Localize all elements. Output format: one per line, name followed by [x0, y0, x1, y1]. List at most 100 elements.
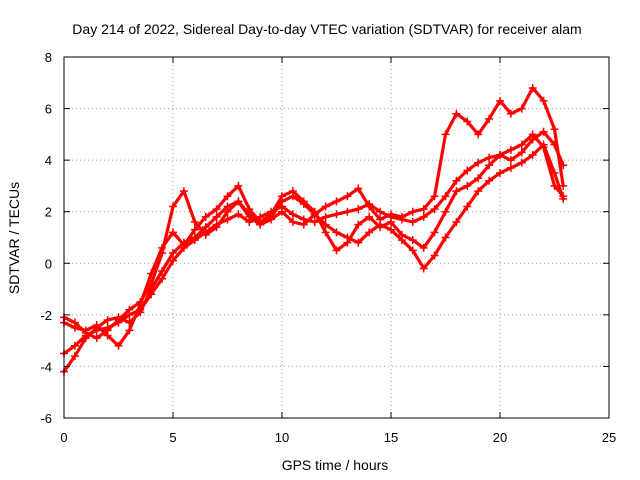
data-point	[506, 163, 515, 172]
y-tick-label: 8	[45, 50, 52, 65]
data-point	[517, 140, 526, 149]
data-point	[496, 150, 504, 159]
data-point	[365, 228, 374, 237]
data-point	[169, 248, 177, 257]
data-point	[70, 318, 79, 327]
data-point	[485, 114, 494, 123]
tick-layer: 0 5 10 15 20 25 -6 -4 -2 0 2 4 6 8	[40, 50, 616, 445]
data-point	[321, 212, 330, 221]
data-point	[332, 246, 341, 255]
data-point	[332, 210, 341, 219]
x-tick-label: 20	[493, 430, 507, 445]
data-point	[223, 192, 232, 201]
data-point	[408, 218, 417, 227]
data-point	[550, 125, 559, 134]
data-point	[387, 225, 395, 234]
data-point	[387, 210, 395, 219]
grid-layer	[64, 57, 609, 418]
y-tick-label: -4	[40, 359, 52, 374]
data-point	[103, 326, 112, 335]
data-point	[223, 215, 232, 224]
data-point	[559, 192, 568, 201]
y-tick-label: 2	[45, 205, 52, 220]
data-point	[321, 228, 330, 237]
data-point	[256, 220, 265, 229]
series-line	[62, 143, 565, 374]
data-point	[354, 205, 363, 214]
data-point	[376, 223, 385, 232]
series-2	[60, 140, 568, 376]
data-point	[245, 212, 254, 221]
data-point	[496, 169, 504, 178]
data-point	[441, 207, 450, 216]
data-point	[321, 202, 330, 211]
data-point	[103, 316, 112, 325]
series-3	[60, 130, 568, 350]
data-point	[474, 130, 483, 139]
data-point	[179, 241, 188, 250]
data-point	[81, 328, 90, 337]
data-point	[343, 192, 352, 201]
data-point	[376, 207, 385, 216]
data-point	[201, 223, 210, 232]
data-point	[354, 184, 363, 193]
data-point	[496, 96, 504, 105]
data-point	[408, 236, 417, 245]
y-tick-label: 4	[45, 153, 52, 168]
data-point	[430, 205, 439, 214]
data-point	[288, 187, 297, 196]
data-point	[528, 150, 537, 159]
x-tick-label: 15	[384, 430, 398, 445]
data-point	[506, 109, 515, 118]
data-point	[441, 192, 450, 201]
y-tick-label: -2	[40, 308, 52, 323]
data-point	[419, 212, 428, 221]
data-point	[506, 156, 515, 165]
chart-title: Day 214 of 2022, Sidereal Day-to-day VTE…	[72, 21, 581, 37]
data-point	[463, 166, 472, 175]
data-point	[288, 218, 297, 227]
y-tick-label: -6	[40, 411, 52, 426]
x-tick-label: 0	[60, 430, 67, 445]
data-point	[452, 187, 461, 196]
data-point	[190, 218, 199, 227]
data-point	[474, 187, 483, 196]
data-point	[169, 228, 177, 237]
plot-frame	[63, 56, 610, 419]
data-point	[539, 143, 548, 152]
data-point	[278, 192, 286, 201]
data-point	[485, 176, 494, 185]
data-point	[158, 267, 167, 276]
data-point	[365, 202, 374, 211]
data-point	[485, 153, 494, 162]
data-point	[550, 181, 559, 190]
data-point	[310, 210, 319, 219]
data-point	[430, 192, 439, 201]
data-point	[212, 205, 221, 214]
data-point	[70, 341, 79, 350]
data-point	[376, 215, 385, 224]
data-point	[506, 145, 515, 154]
data-point	[169, 256, 177, 265]
data-point	[463, 202, 472, 211]
data-point	[419, 243, 428, 252]
data-point	[452, 218, 461, 227]
data-point	[212, 223, 221, 232]
data-point	[92, 321, 101, 330]
data-point	[430, 251, 439, 260]
data-point	[70, 352, 79, 361]
data-point	[539, 96, 548, 105]
data-point	[365, 212, 374, 221]
data-point	[245, 205, 254, 214]
data-point	[234, 210, 243, 219]
data-point	[517, 158, 526, 167]
data-point	[419, 264, 428, 273]
data-point	[528, 83, 537, 92]
series-4	[60, 83, 568, 343]
data-point	[288, 210, 297, 219]
data-point	[125, 326, 134, 335]
data-point	[332, 228, 341, 237]
data-point	[397, 230, 406, 239]
